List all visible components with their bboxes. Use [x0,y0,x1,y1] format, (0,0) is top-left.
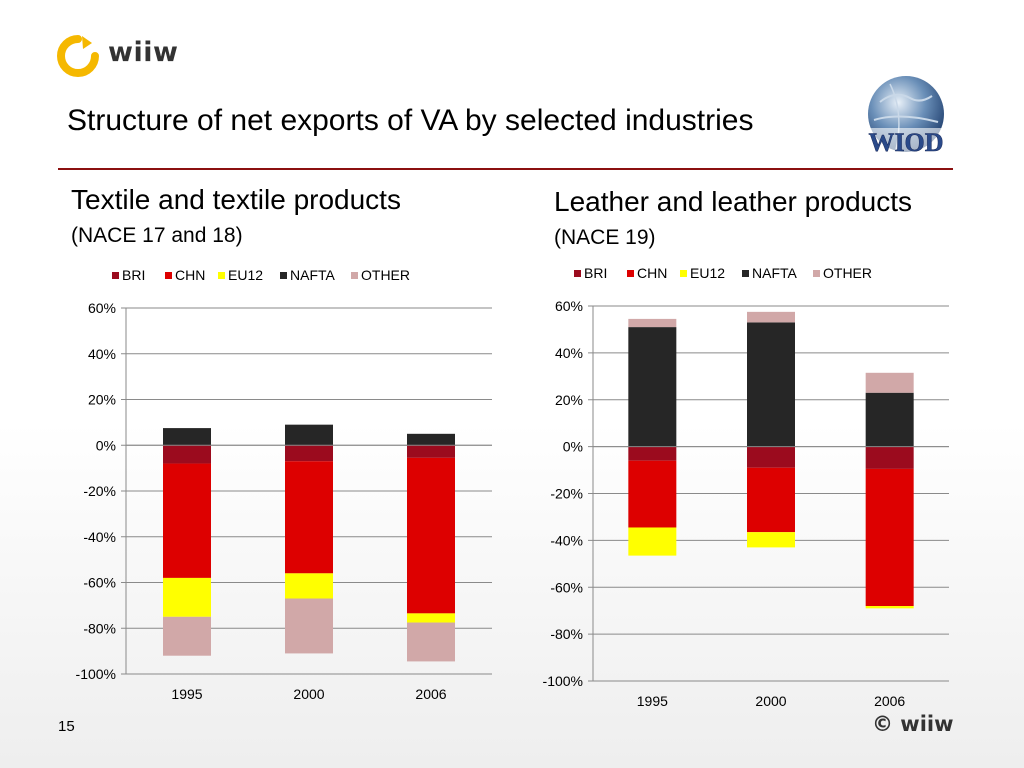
bar-bri-2006 [407,445,455,458]
x-tick-label: 1995 [637,693,668,709]
bar-chn-1995 [163,463,211,578]
y-tick-label: -100% [76,666,116,682]
y-tick-label: 40% [555,345,583,361]
bar-bri-2006 [865,446,914,469]
bar-nafta-2000 [747,322,795,447]
bar-bri-1995 [628,446,677,461]
page-number: 15 [58,718,75,735]
y-tick-label: 60% [555,298,583,314]
legend-swatch-chn [165,272,172,279]
wiod-logo-icon: WIOD [866,76,946,157]
right-panel-title: Leather and leather products [554,186,913,217]
bar-eu12-2006 [865,606,914,609]
bar-bri-2000 [747,446,795,468]
wiiw-logo-icon [57,35,99,77]
right-panel-subtitle: (NACE 19) [554,226,656,249]
legend-label-bri: BRI [122,267,145,283]
legend-label-other: OTHER [361,267,410,283]
bar-eu12-2006 [407,613,455,623]
legend-swatch-other [813,270,820,277]
y-tick-label: -20% [550,486,583,502]
legend-swatch-nafta [280,272,287,279]
bar-chn-2000 [285,461,333,574]
bar-other-2006 [865,372,914,393]
bar-other-2006 [407,622,455,662]
y-tick-label: 0% [563,439,583,455]
bar-eu12-1995 [628,527,677,556]
y-tick-label: -40% [550,532,583,548]
bar-nafta-2006 [407,433,455,446]
legend-label-other: OTHER [823,265,872,281]
x-tick-label: 2000 [293,686,324,702]
legend-swatch-eu12 [680,270,687,277]
y-tick-label: -40% [83,529,116,545]
bar-chn-1995 [628,460,677,528]
bar-chn-2000 [747,467,795,533]
y-tick-label: 60% [88,300,116,316]
legend-swatch-bri [574,270,581,277]
legend-label-eu12: EU12 [228,267,263,283]
y-tick-label: -60% [83,575,116,591]
left-panel-subtitle: (NACE 17 and 18) [71,224,243,247]
y-tick-label: 40% [88,346,116,362]
y-tick-label: -20% [83,483,116,499]
bar-nafta-1995 [628,327,677,447]
slide-title: Structure of net exports of VA by select… [67,104,754,137]
legend-label-bri: BRI [584,265,607,281]
bar-eu12-2000 [285,573,333,599]
bar-nafta-2006 [865,392,914,447]
bar-eu12-1995 [163,577,211,617]
y-tick-label: 20% [555,392,583,408]
x-tick-label: 1995 [171,686,202,702]
bar-chn-2006 [865,468,914,606]
y-tick-label: -100% [543,673,583,689]
bar-nafta-1995 [163,428,211,446]
x-tick-label: 2000 [755,693,786,709]
bar-other-2000 [747,311,795,323]
bar-bri-2000 [285,445,333,462]
wiod-logo-text: WIOD [868,128,943,157]
legend-label-eu12: EU12 [690,265,725,281]
y-tick-label: -80% [83,620,116,636]
left-panel-title: Textile and textile products [71,184,401,215]
bar-other-1995 [163,616,211,656]
x-tick-label: 2006 [874,693,905,709]
leather-chart: 60% 40% 20% 0% -20% -40% -60% -80% -100% BRI CHN EU… [543,265,949,709]
bar-other-2000 [285,598,333,654]
wiiw-logo: wiiw [56,33,196,79]
y-tick-label: 20% [88,392,116,408]
legend-swatch-nafta [742,270,749,277]
bar-eu12-2000 [747,532,795,548]
logo-text: wiiw [108,37,179,68]
bar-other-1995 [628,318,677,328]
legend-swatch-bri [112,272,119,279]
legend-label-nafta: NAFTA [752,265,798,281]
x-tick-label: 2006 [415,686,446,702]
legend-swatch-chn [627,270,634,277]
bar-bri-1995 [163,445,211,464]
copyright: © wiiw [872,712,954,736]
legend-swatch-other [351,272,358,279]
bar-nafta-2000 [285,424,333,446]
title-divider [58,168,953,170]
legend-label-chn: CHN [637,265,667,281]
legend-label-nafta: NAFTA [290,267,336,283]
y-tick-label: -80% [550,626,583,642]
bar-chn-2006 [407,457,455,614]
y-tick-label: 0% [96,437,116,453]
legend-swatch-eu12 [218,272,225,279]
textile-chart: 60% 40% 20% 0% -20% -40% -60% -80% -100% BRI CHN EU… [76,267,492,702]
legend-label-chn: CHN [175,267,205,283]
y-tick-label: -60% [550,579,583,595]
